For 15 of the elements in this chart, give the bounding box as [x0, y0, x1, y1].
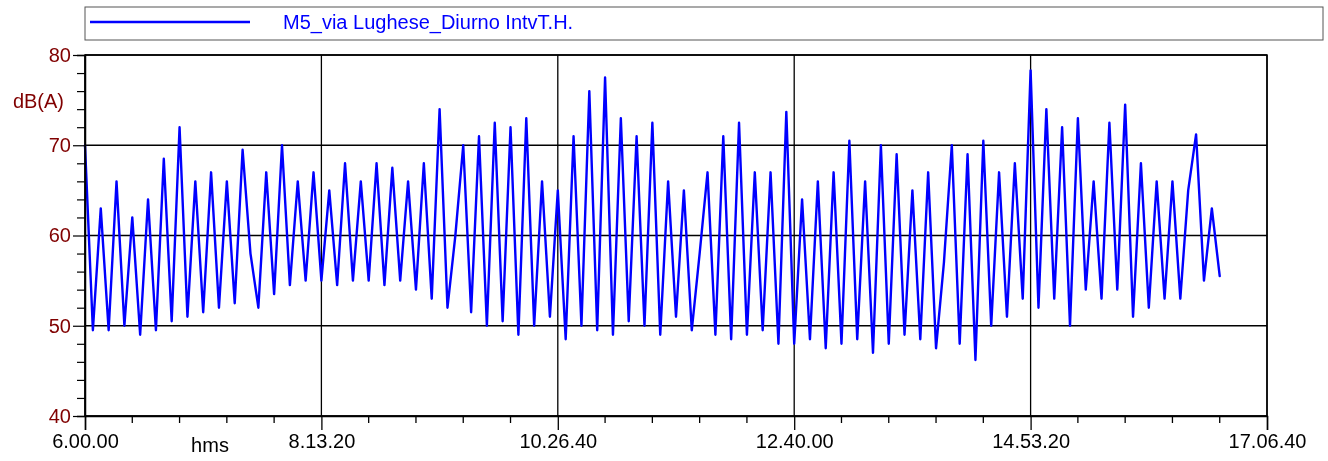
x-tick-label: 14.53.20 [992, 430, 1071, 452]
x-tick-label: 8.13.20 [288, 430, 356, 452]
y-tick-label: 80 [48, 43, 71, 66]
x-tick-label: 6.00.00 [52, 430, 119, 452]
y-tick-label: 40 [48, 404, 71, 427]
x-tick-label: 17.06.40 [1228, 430, 1307, 452]
line-series [83, 69, 1221, 362]
x-tick-label: 10.26.40 [519, 430, 598, 452]
y-tick-label: 70 [48, 134, 71, 157]
y-tick-label: 60 [48, 224, 71, 247]
x-tick-label: 12.40.00 [755, 430, 834, 452]
y-tick-label: 50 [48, 314, 71, 337]
y-axis-title: dB(A) [12, 90, 64, 112]
text: M5_via Lughese_Diurno IntvT.H. [283, 11, 574, 34]
x-axis-title: hms [191, 434, 229, 456]
